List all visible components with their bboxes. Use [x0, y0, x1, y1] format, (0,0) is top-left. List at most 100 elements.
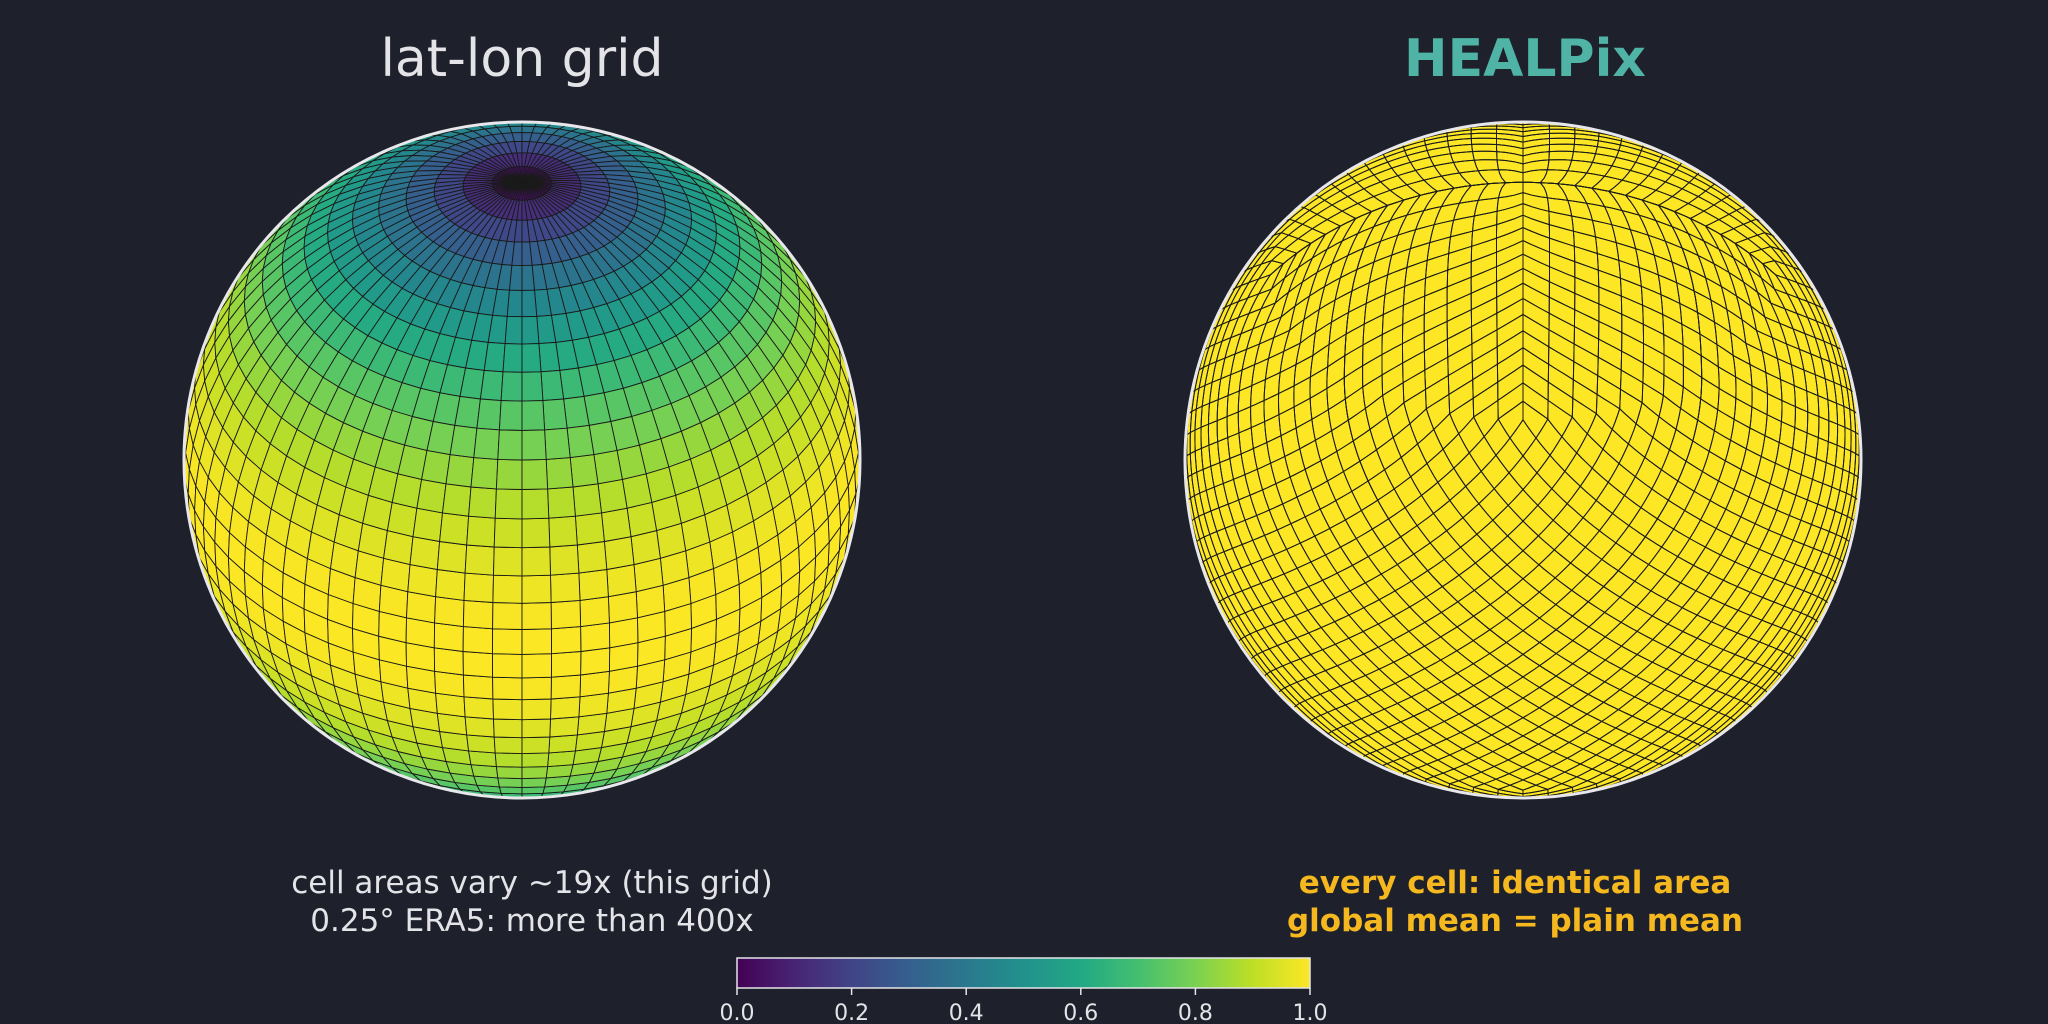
- latlon-cell: [607, 591, 638, 624]
- healpix-edge: [1200, 364, 1524, 567]
- healpix-edge: [1277, 187, 1623, 697]
- healpix-edge: [1423, 187, 1769, 697]
- healpix-edge: [1186, 253, 1524, 417]
- colorbar-ticks: 0.0 0.2 0.4 0.6 0.8 1.0: [720, 988, 1328, 1024]
- latlon-cell: [449, 424, 478, 459]
- latlon-cell: [497, 777, 523, 788]
- latlon-cell: [521, 676, 552, 701]
- healpix-edge: [1496, 263, 1809, 799]
- latlon-cell: [502, 343, 523, 373]
- latlon-cell: [550, 651, 582, 678]
- latlon-cell: [464, 544, 495, 576]
- latlon-cell: [521, 400, 546, 431]
- latlon-cell: [521, 736, 551, 755]
- latlon-cell: [494, 488, 523, 520]
- healpix-edge: [1522, 330, 1857, 525]
- healpix-edge: [1402, 190, 1753, 711]
- healpix-edge: [1226, 181, 1524, 799]
- healpix-edge: [1189, 240, 1524, 396]
- latlon-cell: [521, 752, 550, 768]
- latlon-cell: [463, 696, 494, 720]
- healpix-edge: [1250, 183, 1576, 663]
- healpix-edge: [1217, 192, 1524, 314]
- latlon-cell: [479, 369, 504, 402]
- latlon-cell: [483, 341, 506, 373]
- latlon-globe: [182, 120, 862, 800]
- latlon-cell: [580, 622, 611, 653]
- healpix-edge: [1522, 137, 1857, 799]
- latlon-cell: [463, 572, 494, 603]
- healpix-edge: [1424, 234, 1769, 785]
- colorbar: 0.0 0.2 0.4 0.6 0.8 1.0: [720, 957, 1328, 1024]
- left-caption-line-2: 0.25° ERA5: more than 400x: [310, 903, 754, 939]
- healpix-edge: [1309, 218, 1665, 769]
- healpix-edge: [1343, 205, 1703, 749]
- healpix-edge: [1522, 313, 1860, 503]
- latlon-cell: [492, 602, 523, 630]
- latlon-cell: [606, 564, 637, 598]
- healpix-edge: [1446, 185, 1783, 680]
- latlon-cell: [407, 564, 438, 598]
- latlon-cell: [550, 572, 581, 603]
- right-panel-title: HEALPix: [1404, 29, 1646, 89]
- latlon-cell: [545, 457, 574, 490]
- latlon-cell: [521, 766, 549, 780]
- latlon-cell: [603, 536, 635, 571]
- latlon-cell: [578, 568, 609, 601]
- latlon-cell: [493, 718, 523, 739]
- healpix-edge: [1522, 282, 1862, 460]
- latlon-cell: [521, 777, 547, 788]
- healpix-edge: [1523, 181, 1819, 294]
- latlon-cell: [464, 716, 495, 738]
- healpix-edge: [1522, 400, 1830, 607]
- latlon-cell: [597, 478, 628, 514]
- latlon-cell: [579, 670, 610, 698]
- latlon-cell: [433, 647, 464, 676]
- latlon-cell: [439, 512, 470, 546]
- latlon-cell: [550, 626, 582, 655]
- latlon-cell: [462, 599, 494, 630]
- colorbar-tick-label: 0.4: [949, 1001, 984, 1024]
- latlon-cell: [412, 507, 443, 543]
- healpix-edge: [1194, 347, 1524, 546]
- latlon-cell: [521, 289, 538, 318]
- healpix-edge: [1326, 211, 1684, 759]
- healpix-edge: [1293, 190, 1644, 711]
- healpix-edge: [1186, 313, 1524, 503]
- healpix-edge: [1471, 252, 1796, 796]
- latlon-cell: [569, 454, 599, 488]
- latlon-cell: [462, 626, 494, 655]
- latlon-cell: [544, 427, 571, 460]
- latlon-cell: [521, 718, 551, 739]
- latlon-cell: [436, 540, 468, 574]
- latlon-cell: [593, 449, 623, 485]
- latlon-cell: [550, 599, 582, 630]
- latlon-cell: [494, 752, 523, 768]
- healpix-edge: [1194, 227, 1524, 375]
- healpix-edge: [1293, 225, 1644, 777]
- latlon-cell: [538, 341, 561, 373]
- latlon-cell: [506, 289, 523, 318]
- latlon-cell: [495, 766, 523, 780]
- latlon-cell: [498, 400, 523, 431]
- latlon-cell: [468, 750, 497, 768]
- healpix-edge: [1522, 203, 1838, 333]
- latlon-cell: [521, 343, 542, 373]
- healpix-edge: [1237, 182, 1550, 646]
- latlon-cell: [521, 264, 535, 291]
- left-caption-line-1: cell areas vary ~19x (this grid): [291, 865, 773, 901]
- healpix-edge: [1402, 225, 1753, 777]
- latlon-cell: [462, 674, 494, 700]
- latlon-cell: [473, 427, 500, 460]
- healpix-edge: [1522, 240, 1857, 396]
- latlon-cell: [521, 546, 551, 577]
- latlon-cell: [566, 424, 595, 459]
- healpix-edge: [1496, 182, 1809, 646]
- colorbar-gradient: [736, 957, 1311, 989]
- healpix-edge: [1237, 263, 1550, 799]
- healpix-edge: [1263, 185, 1600, 680]
- healpix-globe: [1183, 120, 1863, 800]
- latlon-cell: [548, 515, 578, 548]
- healpix-edge: [1263, 243, 1599, 791]
- latlon-cell: [476, 398, 502, 431]
